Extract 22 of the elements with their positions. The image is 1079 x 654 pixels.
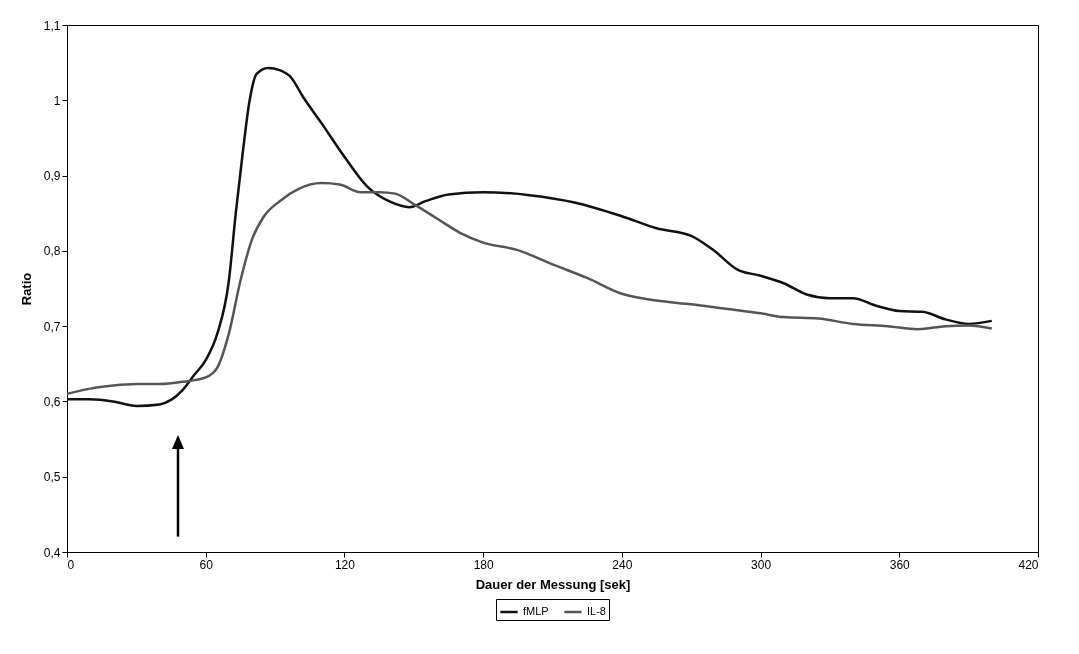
x-tick-label: 240 [612,557,633,572]
x-tick-label: 420 [1018,557,1039,572]
x-tick-label: 0 [67,557,75,572]
line-series [65,181,994,396]
y-tick-label: 0,4 [43,545,61,560]
x-tick-label: 180 [473,557,494,572]
x-tick-label: 120 [334,557,356,572]
y-tick-label: 0,9 [43,169,61,184]
y-axis-title: Ratio [18,272,34,306]
y-tick-label: 1 [53,93,61,108]
x-tick-label: 360 [889,557,911,572]
x-axis-title: Dauer der Messung [sek] [475,576,631,592]
x-tick-label: 60 [199,557,214,572]
y-tick-label: 0,6 [43,394,61,409]
x-tick-label: 300 [751,557,772,572]
y-tick-label: 0,8 [43,244,61,259]
y-tick-label: 1,1 [43,18,61,33]
y-tick-label: 0,7 [43,319,61,334]
y-tick-label: 0,5 [43,470,61,485]
line-series [65,66,994,408]
legend-label: fMLP [523,605,549,617]
legend-label: IL-8 [587,605,606,617]
